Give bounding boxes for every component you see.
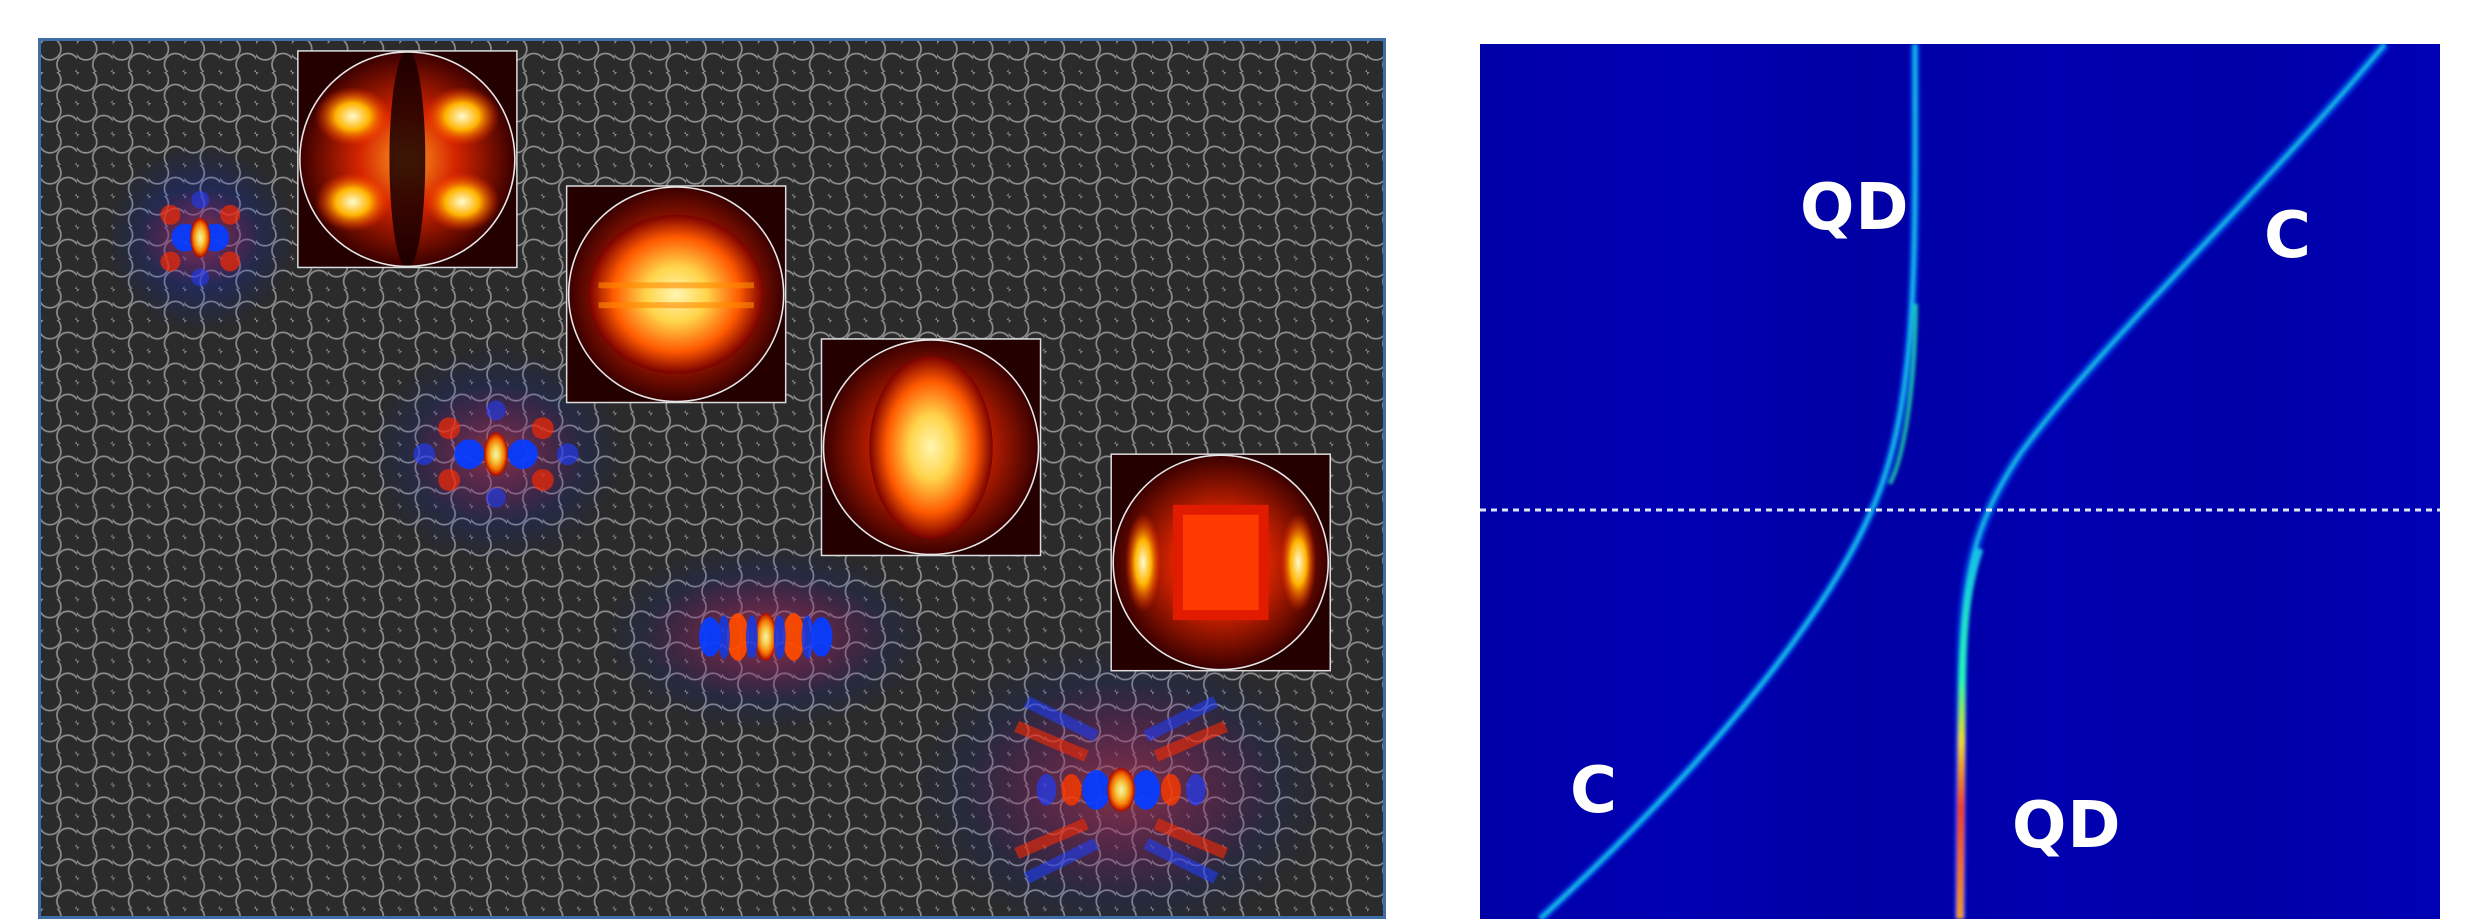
label-c-bottom: C (1570, 754, 1618, 828)
label-c-top: C (2264, 199, 2312, 273)
cavity-mode-3 (601, 542, 931, 732)
cavity-mode-1 (105, 143, 295, 333)
spectrum-map-panel: QD C C QD (1480, 44, 2440, 919)
spectrum-map-image (1480, 44, 2440, 919)
spectral-trace-c-to-qd (1954, 44, 2390, 919)
cavity-mode-2 (366, 344, 626, 564)
label-qd-top: QD (1800, 171, 1910, 245)
far-field-inset-4 (1110, 453, 1331, 672)
photonic-crystal-panel (38, 38, 1386, 919)
photonic-crystal-image (41, 41, 1383, 916)
label-qd-bottom: QD (2012, 789, 2122, 863)
spectral-trace-qd-to-c (1536, 44, 1921, 919)
far-field-inset-3 (820, 338, 1042, 557)
far-field-inset-2 (565, 185, 787, 404)
cavity-mode-4 (912, 640, 1331, 916)
far-field-inset-1 (297, 50, 518, 269)
